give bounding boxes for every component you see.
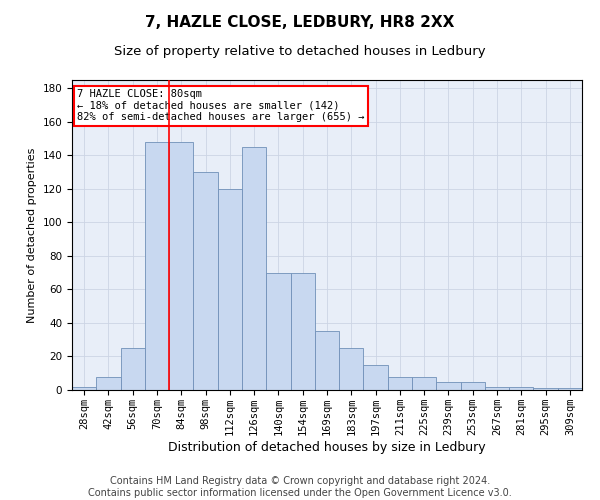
Bar [412,376,436,390]
Bar [436,382,461,390]
Bar [145,142,169,390]
Bar [121,348,145,390]
Bar [339,348,364,390]
Bar [266,272,290,390]
Bar [242,147,266,390]
Bar [290,272,315,390]
Text: Contains HM Land Registry data © Crown copyright and database right 2024.
Contai: Contains HM Land Registry data © Crown c… [88,476,512,498]
Bar [509,386,533,390]
Bar [193,172,218,390]
Bar [315,332,339,390]
Text: 7 HAZLE CLOSE: 80sqm
← 18% of detached houses are smaller (142)
82% of semi-deta: 7 HAZLE CLOSE: 80sqm ← 18% of detached h… [77,90,365,122]
Bar [461,382,485,390]
X-axis label: Distribution of detached houses by size in Ledbury: Distribution of detached houses by size … [168,440,486,454]
Bar [96,376,121,390]
Bar [218,189,242,390]
Text: 7, HAZLE CLOSE, LEDBURY, HR8 2XX: 7, HAZLE CLOSE, LEDBURY, HR8 2XX [145,15,455,30]
Bar [485,386,509,390]
Text: Size of property relative to detached houses in Ledbury: Size of property relative to detached ho… [114,45,486,58]
Bar [364,365,388,390]
Bar [72,386,96,390]
Bar [388,376,412,390]
Bar [558,388,582,390]
Bar [533,388,558,390]
Bar [169,142,193,390]
Y-axis label: Number of detached properties: Number of detached properties [27,148,37,322]
